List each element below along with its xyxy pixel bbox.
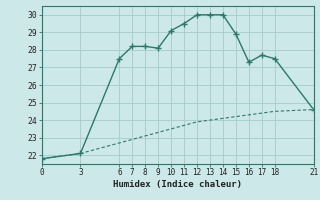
X-axis label: Humidex (Indice chaleur): Humidex (Indice chaleur) xyxy=(113,180,242,189)
